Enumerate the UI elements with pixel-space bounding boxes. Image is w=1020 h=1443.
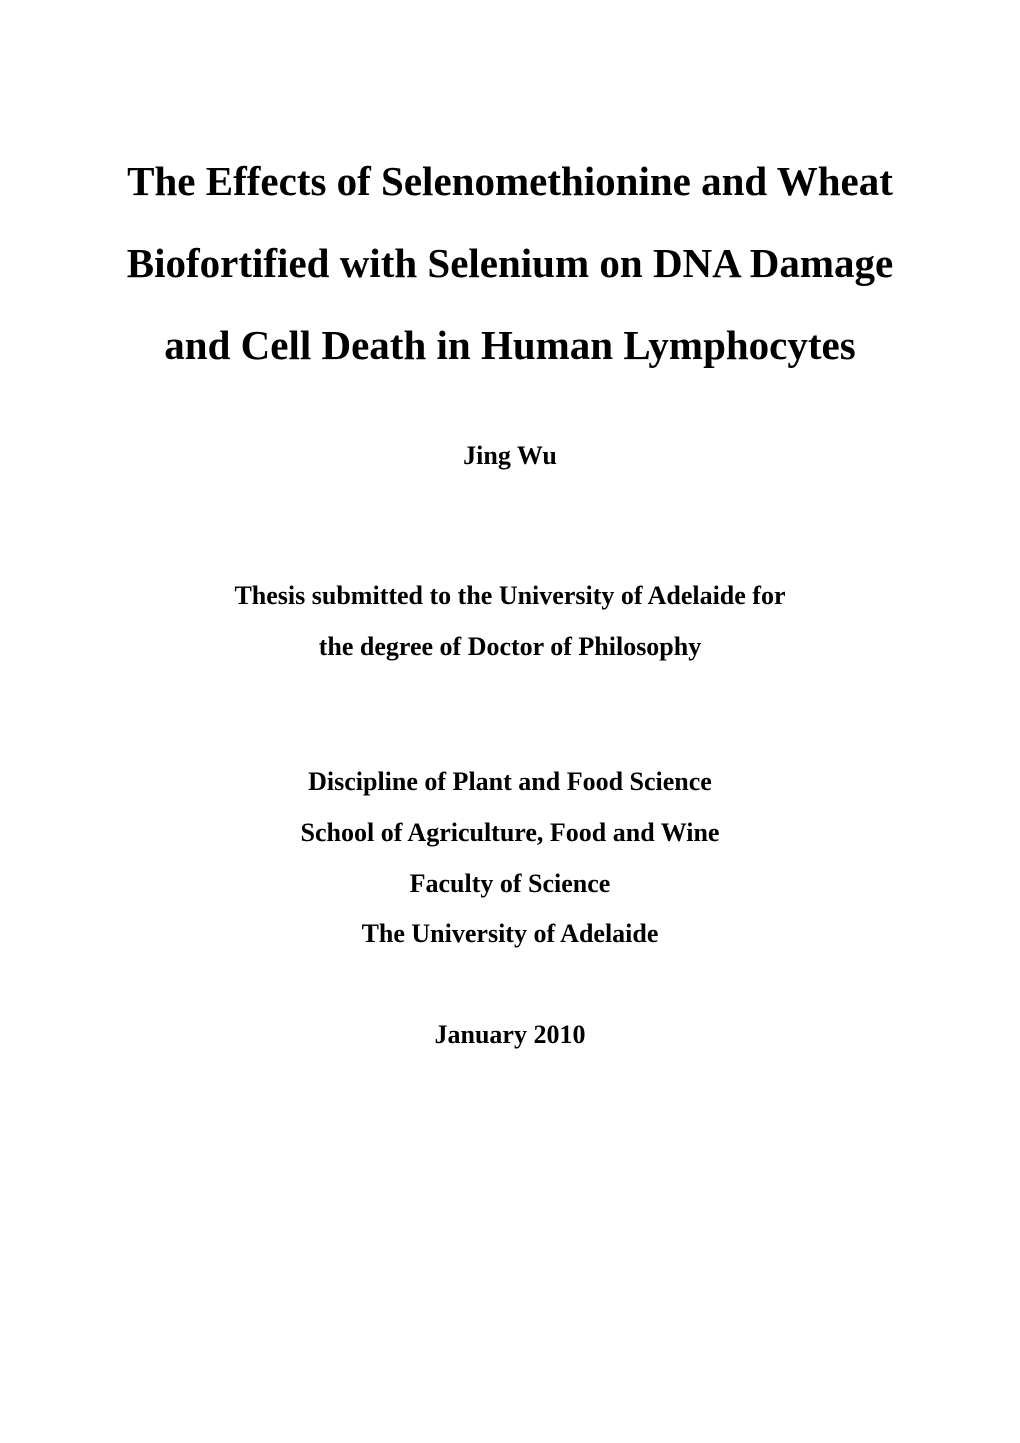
submission-block: Thesis submitted to the University of Ad… (234, 571, 785, 672)
thesis-date: January 2010 (435, 1020, 586, 1050)
author-name: Jing Wu (463, 441, 557, 471)
submission-line-2: the degree of Doctor of Philosophy (234, 622, 785, 673)
title-page: The Effects of Selenomethionine and Whea… (0, 0, 1020, 1443)
affiliation-line-2: School of Agriculture, Food and Wine (301, 808, 720, 859)
thesis-title: The Effects of Selenomethionine and Whea… (110, 140, 910, 386)
affiliation-line-3: Faculty of Science (301, 859, 720, 910)
affiliation-line-1: Discipline of Plant and Food Science (301, 757, 720, 808)
affiliation-line-4: The University of Adelaide (301, 909, 720, 960)
submission-line-1: Thesis submitted to the University of Ad… (234, 571, 785, 622)
affiliation-block: Discipline of Plant and Food Science Sch… (301, 757, 720, 960)
